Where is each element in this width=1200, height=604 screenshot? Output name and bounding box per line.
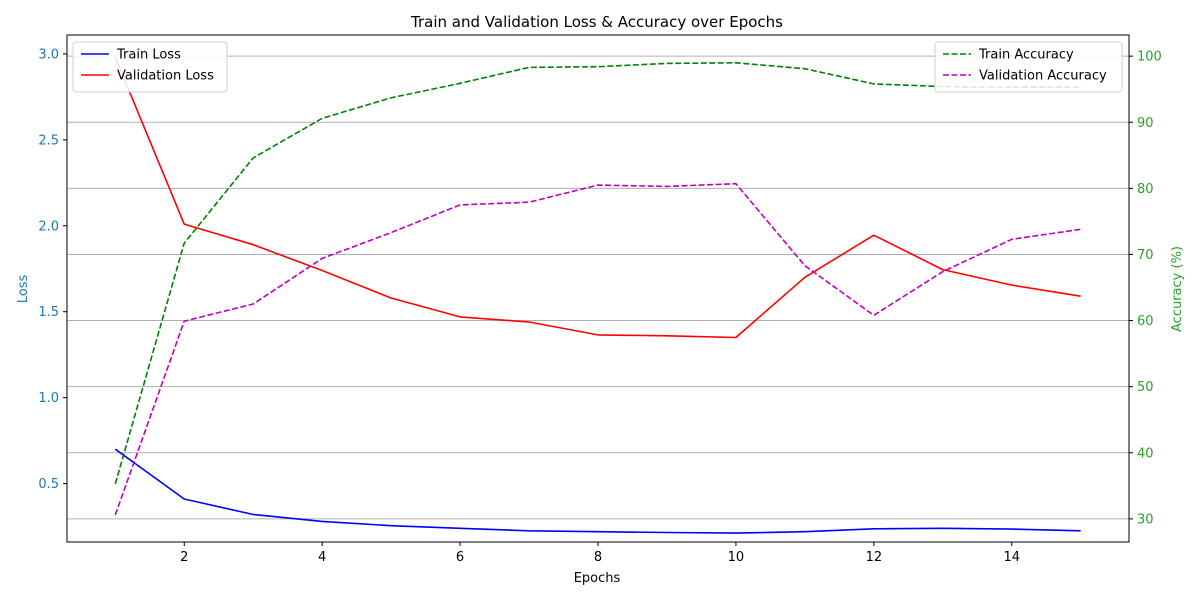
x-tick-label: 8 xyxy=(594,550,602,565)
series-layer xyxy=(114,56,1081,534)
y-left-tick-label: 0.5 xyxy=(38,477,59,492)
x-axis: 2 4 6 8 10 12 14 xyxy=(180,542,1020,565)
train-accuracy-line xyxy=(114,61,1081,485)
y-axis-left: 0.5 1.0 1.5 2.0 2.5 3.0 xyxy=(38,47,67,492)
y-axis-right-label: Accuracy (%) xyxy=(1170,246,1185,332)
y-right-tick-label: 90 xyxy=(1137,116,1154,131)
legend-right: Train Accuracy Validation Accuracy xyxy=(934,41,1123,93)
legend-label: Validation Accuracy xyxy=(979,69,1107,84)
train-loss-line xyxy=(114,448,1081,534)
legend-label: Train Accuracy xyxy=(978,48,1074,63)
y-left-tick-label: 3.0 xyxy=(38,47,59,62)
y-axis-left-label: Loss xyxy=(16,275,31,304)
x-tick-label: 10 xyxy=(728,550,745,565)
legend-box xyxy=(934,41,1123,93)
chart-title: Train and Validation Loss & Accuracy ove… xyxy=(410,13,783,31)
y-left-tick-label: 2.0 xyxy=(38,219,59,234)
validation-accuracy-line xyxy=(114,182,1081,516)
y-right-tick-label: 100 xyxy=(1137,50,1162,65)
x-tick-label: 12 xyxy=(866,550,883,565)
legend-box xyxy=(72,41,228,93)
y-left-tick-label: 2.5 xyxy=(38,133,59,148)
y-right-tick-label: 70 xyxy=(1137,248,1154,263)
validation-loss-line xyxy=(114,56,1081,339)
legend-label: Validation Loss xyxy=(117,69,214,84)
x-tick-label: 6 xyxy=(456,550,464,565)
y-right-tick-label: 40 xyxy=(1137,446,1154,461)
y-left-tick-label: 1.5 xyxy=(38,305,59,320)
y-right-tick-label: 80 xyxy=(1137,182,1154,197)
x-tick-label: 2 xyxy=(180,550,188,565)
x-axis-label: Epochs xyxy=(574,571,621,586)
y-right-tick-label: 30 xyxy=(1137,512,1154,527)
y-right-tick-label: 60 xyxy=(1137,314,1154,329)
y-left-tick-label: 1.0 xyxy=(38,391,59,406)
plot-frame xyxy=(66,34,1130,543)
legend-label: Train Loss xyxy=(116,48,181,63)
plot-border xyxy=(66,34,1130,543)
legend-left: Train Loss Validation Loss xyxy=(72,41,228,93)
x-tick-label: 14 xyxy=(1003,550,1020,565)
y-axis-right: 30 40 50 60 70 80 90 100 xyxy=(1129,50,1162,527)
x-tick-label: 4 xyxy=(318,550,326,565)
y-right-tick-label: 50 xyxy=(1137,380,1154,395)
grid-layer xyxy=(67,55,1129,520)
